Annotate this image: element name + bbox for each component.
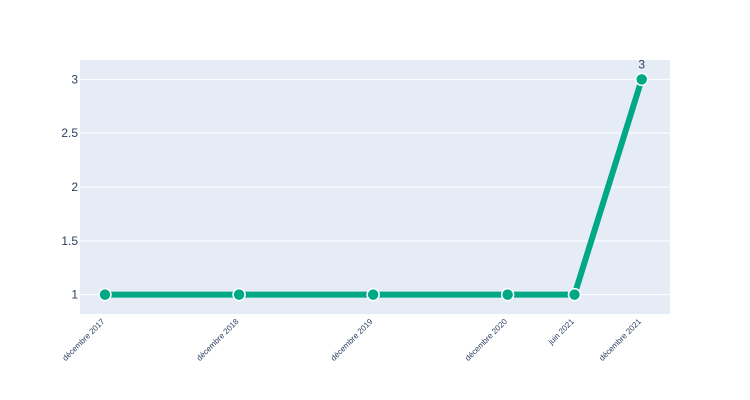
data-label: 3 xyxy=(638,57,645,71)
y-tick-label: 1.5 xyxy=(61,234,78,248)
data-labels: 3 xyxy=(638,57,645,71)
data-point xyxy=(232,287,246,302)
series-line xyxy=(101,76,645,298)
data-point xyxy=(366,287,380,302)
y-tick-label: 2 xyxy=(71,180,78,194)
data-point xyxy=(500,287,515,302)
y-tick-label: 2.5 xyxy=(61,126,78,140)
x-tick-label: juin 2021 xyxy=(546,317,576,347)
x-axis-ticks: décembre 2017 décembre 2018 décembre 2019 d… xyxy=(61,317,644,363)
x-tick-label: décembre 2018 xyxy=(195,317,241,363)
x-tick-label: décembre 2020 xyxy=(463,317,509,363)
data-point xyxy=(634,72,649,87)
y-tick-label: 1 xyxy=(71,288,78,302)
data-point xyxy=(98,287,112,302)
x-tick-label: décembre 2019 xyxy=(329,317,375,363)
data-point xyxy=(567,287,582,302)
x-tick-label: décembre 2021 xyxy=(597,317,643,363)
y-tick-label: 3 xyxy=(71,72,78,86)
x-tick-label: décembre 2017 xyxy=(61,317,107,363)
series-layer xyxy=(98,72,649,302)
y-axis-ticks: 1 1.5 2 2.5 3 xyxy=(61,72,78,301)
